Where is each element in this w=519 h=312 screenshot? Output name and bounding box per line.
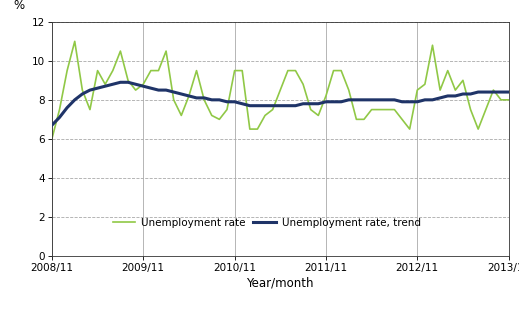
Legend: Unemployment rate, Unemployment rate, trend: Unemployment rate, Unemployment rate, tr… (108, 214, 425, 232)
Unemployment rate, trend (117, 80, 124, 84)
Unemployment rate (452, 88, 458, 92)
Unemployment rate, trend (331, 100, 337, 104)
Text: %: % (13, 0, 24, 12)
Unemployment rate, trend (148, 86, 154, 90)
Unemployment rate (72, 39, 78, 43)
Unemployment rate, trend (49, 123, 55, 127)
Unemployment rate (49, 137, 55, 141)
Unemployment rate (331, 69, 337, 72)
X-axis label: Year/month: Year/month (247, 277, 314, 290)
Unemployment rate (148, 69, 154, 72)
Line: Unemployment rate, trend: Unemployment rate, trend (52, 82, 509, 125)
Unemployment rate, trend (163, 88, 169, 92)
Unemployment rate, trend (300, 102, 306, 105)
Unemployment rate, trend (216, 98, 223, 102)
Unemployment rate (216, 117, 223, 121)
Unemployment rate (300, 82, 306, 86)
Line: Unemployment rate: Unemployment rate (52, 41, 509, 139)
Unemployment rate, trend (452, 94, 458, 98)
Unemployment rate, trend (506, 90, 512, 94)
Unemployment rate (506, 98, 512, 102)
Unemployment rate (163, 49, 169, 53)
